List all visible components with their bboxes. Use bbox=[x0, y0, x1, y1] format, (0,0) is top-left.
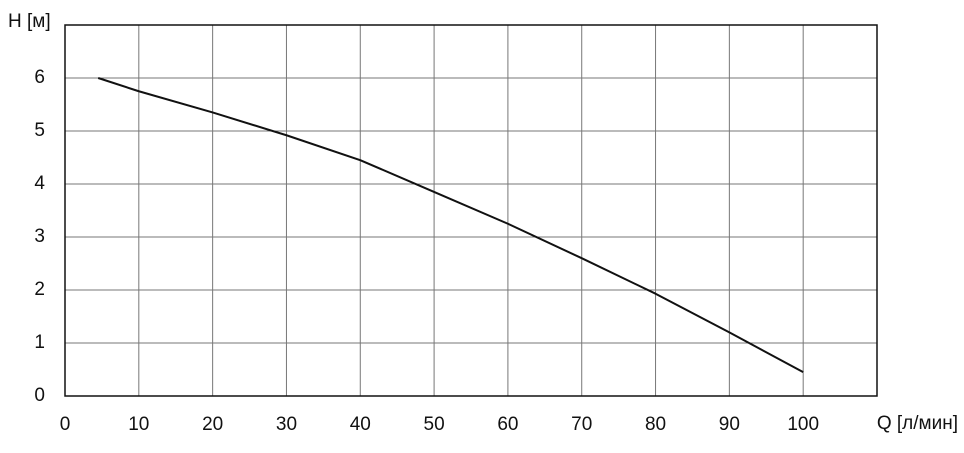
y-tick-label: 5 bbox=[34, 120, 45, 141]
x-tick-label: 0 bbox=[60, 414, 71, 435]
y-tick-label: 6 bbox=[34, 67, 45, 88]
y-tick-label: 3 bbox=[34, 226, 45, 247]
x-axis-label: Q [л/мин] bbox=[877, 413, 958, 434]
x-tick-label: 80 bbox=[645, 414, 666, 435]
x-tick-label: 50 bbox=[424, 414, 445, 435]
y-tick-label: 4 bbox=[34, 173, 45, 194]
x-tick-label: 100 bbox=[787, 414, 819, 435]
x-tick-label: 30 bbox=[276, 414, 297, 435]
y-tick-label: 1 bbox=[34, 332, 45, 353]
x-tick-label: 10 bbox=[128, 414, 149, 435]
curve bbox=[97, 77, 804, 374]
x-tick-label: 20 bbox=[202, 414, 223, 435]
x-tick-label: 40 bbox=[350, 414, 371, 435]
x-tick-label: 90 bbox=[719, 414, 740, 435]
x-tick-label: 70 bbox=[571, 414, 592, 435]
plot-border bbox=[64, 24, 878, 397]
y-tick-label: 2 bbox=[34, 279, 45, 300]
y-tick-label: 0 bbox=[34, 385, 45, 406]
x-tick-label: 60 bbox=[497, 414, 518, 435]
y-axis-label: H [м] bbox=[8, 11, 51, 32]
